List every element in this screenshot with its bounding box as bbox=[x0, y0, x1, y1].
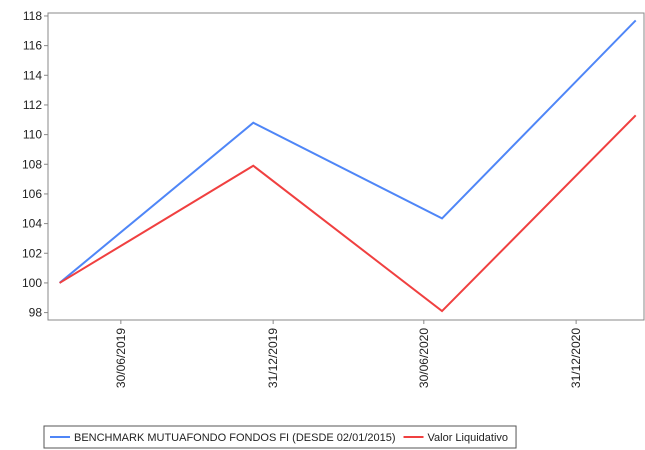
series-line bbox=[59, 114, 637, 313]
y-tick-label: 104 bbox=[22, 217, 42, 231]
x-tick-label: 30/06/2020 bbox=[417, 328, 431, 388]
y-tick-label: 108 bbox=[22, 157, 42, 171]
y-tick-label: 110 bbox=[23, 128, 42, 142]
x-tick-label: 31/12/2019 bbox=[266, 328, 280, 388]
plot-area bbox=[47, 12, 645, 321]
y-tick-label: 100 bbox=[22, 276, 42, 290]
y-tick-label: 106 bbox=[22, 187, 42, 201]
legend-label: Valor Liquidativo bbox=[428, 432, 509, 444]
y-tick-label: 116 bbox=[23, 39, 42, 53]
y-tick-label: 112 bbox=[23, 98, 42, 112]
y-tick-label: 102 bbox=[22, 246, 42, 260]
x-tick-label: 31/12/2020 bbox=[569, 328, 583, 388]
y-tick-label: 118 bbox=[23, 9, 42, 23]
y-tick-label: 114 bbox=[23, 68, 42, 82]
y-tick-label: 98 bbox=[29, 306, 43, 320]
x-tick-label: 30/06/2019 bbox=[114, 328, 128, 388]
legend-label: BENCHMARK MUTUAFONDO FONDOS FI (DESDE 02… bbox=[74, 432, 396, 444]
series-line bbox=[58, 19, 637, 284]
legend-box bbox=[43, 425, 517, 449]
legend: BENCHMARK MUTUAFONDO FONDOS FI (DESDE 02… bbox=[43, 425, 517, 449]
